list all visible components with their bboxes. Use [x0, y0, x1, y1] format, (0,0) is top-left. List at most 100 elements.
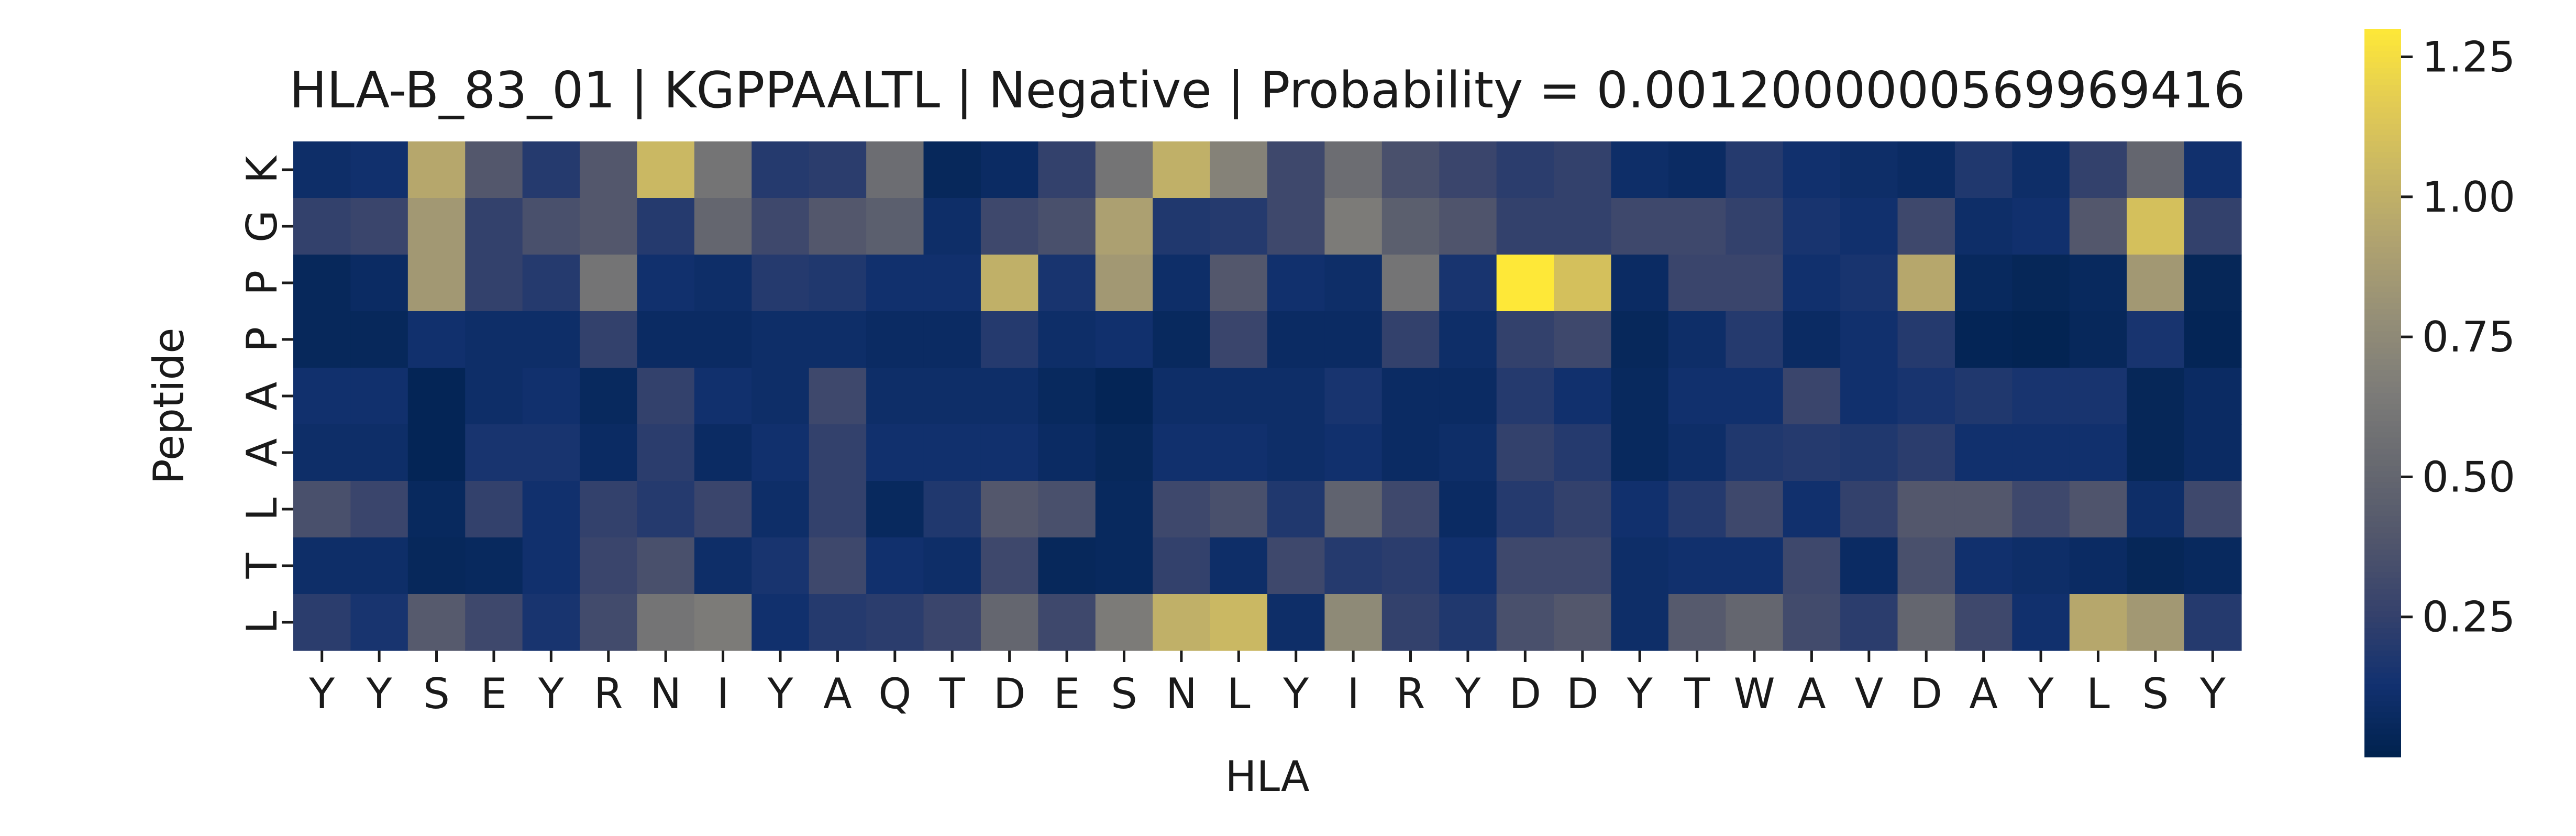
colorbar-segment [2364, 202, 2401, 208]
heatmap-cell [1381, 537, 1440, 595]
colorbar-segment [2364, 157, 2401, 164]
x-tick-label: N [650, 669, 681, 718]
heatmap-cell [1668, 198, 1726, 255]
colorbar-segment [2364, 460, 2401, 466]
heatmap-cell [2127, 537, 2185, 595]
heatmap-cell [2184, 368, 2242, 425]
colorbar-segment [2364, 252, 2401, 259]
colorbar-segment [2364, 208, 2401, 214]
colorbar-segment [2364, 566, 2401, 573]
heatmap-cell [465, 481, 523, 538]
heatmap-cell [1783, 255, 1841, 312]
heatmap-cell [980, 594, 1038, 651]
heatmap-cell [694, 311, 752, 368]
heatmap-cell [1439, 311, 1497, 368]
heatmap-cell [751, 594, 810, 651]
colorbar-segment [2364, 275, 2401, 281]
y-tick-label: L [238, 610, 286, 634]
colorbar-segment [2364, 577, 2401, 584]
colorbar-segment [2364, 527, 2401, 534]
heatmap-cell [1267, 594, 1325, 651]
heatmap-cell [1324, 255, 1383, 312]
x-tick-label: Y [308, 669, 335, 718]
colorbar-segment [2364, 331, 2401, 337]
heatmap-cell [2012, 141, 2070, 199]
heatmap-cell [1038, 481, 1096, 538]
colorbar-segment [2364, 656, 2401, 663]
colorbar-segment [2364, 107, 2401, 114]
heatmap-cell [407, 141, 466, 199]
heatmap-cell [1381, 255, 1440, 312]
heatmap-cell [1954, 424, 2013, 481]
heatmap-cell [1267, 368, 1325, 425]
heatmap-cell [407, 311, 466, 368]
heatmap-cell [465, 311, 523, 368]
colorbar-tick-label: 1.00 [2422, 173, 2515, 222]
heatmap-cell [2012, 424, 2070, 481]
colorbar-segment [2364, 684, 2401, 690]
colorbar-segment [2364, 219, 2401, 226]
colorbar-segment [2364, 471, 2401, 478]
heatmap-cell [293, 255, 351, 312]
y-tick-label: P [238, 270, 286, 295]
colorbar-segment [2364, 437, 2401, 444]
heatmap-cell [1153, 255, 1211, 312]
heatmap-cell [1668, 311, 1726, 368]
heatmap-cell [694, 368, 752, 425]
y-tick-label: A [238, 438, 286, 467]
colorbar-segment [2364, 113, 2401, 119]
heatmap-cell [1210, 481, 1268, 538]
colorbar-segment [2364, 516, 2401, 522]
heatmap-cell [809, 141, 867, 199]
x-tick-label: Q [878, 669, 911, 718]
heatmap-cell [1668, 255, 1726, 312]
heatmap-cell [407, 198, 466, 255]
colorbar-segment [2364, 169, 2401, 175]
colorbar-segment [2364, 29, 2401, 35]
colorbar-segment [2364, 57, 2401, 63]
heatmap-cell [1726, 311, 1784, 368]
heatmap-cell [923, 141, 981, 199]
heatmap-cell [465, 255, 523, 312]
colorbar-segment [2364, 281, 2401, 287]
colorbar-segment [2364, 745, 2401, 752]
colorbar-segment [2364, 504, 2401, 511]
heatmap-cell [1726, 424, 1784, 481]
heatmap-cell [580, 537, 638, 595]
colorbar-segment [2364, 622, 2401, 629]
heatmap-cell [1267, 537, 1325, 595]
colorbar-segment [2364, 723, 2401, 730]
colorbar-segment [2364, 628, 2401, 634]
heatmap-cell [1840, 141, 1898, 199]
heatmap-cell [1210, 255, 1268, 312]
colorbar-segment [2364, 365, 2401, 371]
colorbar-tick-label: 0.50 [2422, 453, 2515, 501]
heatmap-cell [1726, 368, 1784, 425]
heatmap-cell [1611, 424, 1669, 481]
heatmap-cell [1038, 198, 1096, 255]
colorbar-segment [2364, 645, 2401, 651]
colorbar-segment [2364, 555, 2401, 562]
heatmap-cell [809, 424, 867, 481]
heatmap-cell [580, 594, 638, 651]
heatmap-cell [2069, 311, 2127, 368]
heatmap-cell [1267, 198, 1325, 255]
heatmap-cell [980, 255, 1038, 312]
heatmap-cell [980, 311, 1038, 368]
heatmap-cell [407, 368, 466, 425]
heatmap-cell [1554, 481, 1612, 538]
heatmap-cell [1095, 198, 1153, 255]
heatmap-cell [1954, 311, 2013, 368]
colorbar-segment [2364, 432, 2401, 438]
heatmap-cell [1783, 481, 1841, 538]
heatmap-cell [1496, 198, 1554, 255]
heatmap-cell [1668, 141, 1726, 199]
colorbar-segment [2364, 376, 2401, 382]
colorbar-segment [2364, 611, 2401, 618]
colorbar-segment [2364, 594, 2401, 601]
colorbar-segment [2364, 639, 2401, 645]
heatmap-cell [1783, 537, 1841, 595]
x-tick-label: Y [1627, 669, 1653, 718]
heatmap-cell [1840, 311, 1898, 368]
heatmap-cell [1439, 368, 1497, 425]
